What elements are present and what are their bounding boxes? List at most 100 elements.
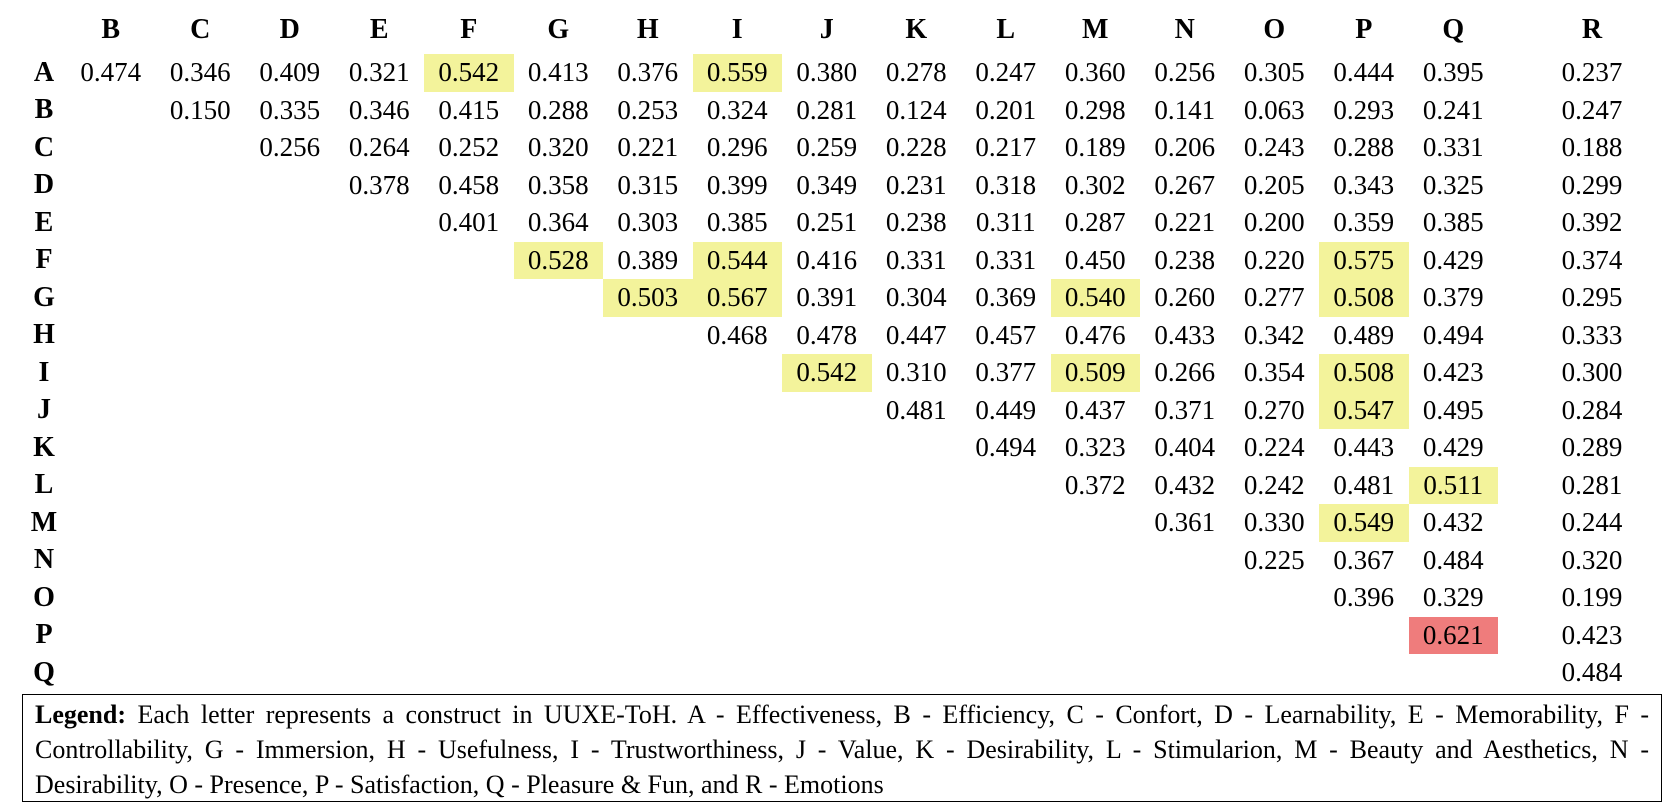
- gap-cell: [1498, 654, 1542, 692]
- matrix-cell: 0.225: [1243, 544, 1305, 575]
- matrix-cell: 0.237: [1561, 57, 1623, 88]
- matrix-cell: 0.238: [1154, 244, 1216, 275]
- row-header-j: J: [37, 394, 51, 426]
- matrix-cell: 0.324: [706, 94, 768, 125]
- row-header-h: H: [33, 319, 55, 351]
- matrix-cell: 0.305: [1243, 57, 1305, 88]
- matrix-cell: [245, 579, 335, 617]
- matrix-cell: 0.238: [885, 207, 947, 238]
- matrix-cell: 0.503: [603, 279, 693, 317]
- matrix-cell: [245, 167, 335, 205]
- matrix-cell: [156, 129, 246, 167]
- column-header-f: F: [460, 14, 478, 45]
- matrix-cell: 0.444: [1333, 57, 1395, 88]
- matrix-cell: 0.474: [80, 57, 142, 88]
- matrix-cell: 0.575: [1319, 241, 1409, 279]
- matrix-cell: 0.304: [885, 282, 947, 313]
- matrix-cell: 0.395: [1422, 57, 1484, 88]
- matrix-cell: [66, 392, 156, 430]
- matrix-body: A 0.474 0.346 0.409 0.321 0.542 0.413 0.376 0.55…: [22, 54, 1642, 692]
- matrix-cell: [961, 542, 1051, 580]
- matrix-cell: [156, 204, 246, 242]
- matrix-cell: 0.220: [1243, 244, 1305, 275]
- matrix-cell: 0.318: [975, 169, 1037, 200]
- matrix-cell: [1230, 617, 1320, 655]
- matrix-cell: 0.494: [975, 432, 1037, 463]
- matrix-cell: [335, 654, 425, 692]
- matrix-cell: [603, 504, 693, 542]
- matrix-cell: 0.544: [692, 241, 782, 279]
- legend-text: Each letter represents a construct in UU…: [35, 700, 1649, 799]
- matrix-cell: 0.409: [259, 57, 321, 88]
- table-row: H 0.468 0.478 0.447 0.457 0.476 0.433 0.342 0.48…: [22, 317, 1642, 355]
- matrix-cell: 0.333: [1561, 319, 1623, 350]
- matrix-cell: 0.331: [975, 244, 1037, 275]
- matrix-cell: [245, 504, 335, 542]
- matrix-cell: 0.476: [1064, 319, 1126, 350]
- matrix-cell: 0.310: [885, 357, 947, 388]
- row-header-i: I: [38, 356, 50, 388]
- matrix-cell: [156, 317, 246, 355]
- matrix-cell: 0.374: [1561, 244, 1623, 275]
- matrix-cell: [872, 467, 962, 505]
- matrix-cell: 0.200: [1243, 207, 1305, 238]
- table-row: A 0.474 0.346 0.409 0.321 0.542 0.413 0.376 0.55…: [22, 54, 1642, 92]
- matrix-cell: [335, 504, 425, 542]
- matrix-cell: [782, 467, 872, 505]
- matrix-cell: 0.320: [527, 132, 589, 163]
- table-row: J 0.481 0.449 0.437 0.371 0.270 0.547 0.495 0.28…: [22, 391, 1642, 430]
- matrix-cell: 0.150: [169, 94, 231, 125]
- matrix-cell: 0.252: [438, 132, 500, 163]
- matrix-cell: 0.429: [1422, 244, 1484, 275]
- table-row: C 0.256 0.264 0.252 0.320 0.221 0.296 0.259 0.22…: [22, 129, 1642, 167]
- matrix-cell: 0.389: [617, 244, 679, 275]
- matrix-cell: 0.372: [1064, 469, 1126, 500]
- matrix-cell: [693, 429, 783, 467]
- matrix-cell: 0.205: [1243, 169, 1305, 200]
- column-header-m: M: [1082, 14, 1109, 45]
- matrix-cell: 0.315: [617, 169, 679, 200]
- matrix-cell: 0.401: [438, 207, 500, 238]
- column-header-q: Q: [1442, 14, 1465, 45]
- matrix-cell: [424, 504, 514, 542]
- matrix-cell: [514, 429, 604, 467]
- matrix-cell: 0.367: [1333, 544, 1395, 575]
- matrix-cell: [961, 617, 1051, 655]
- row-header-p: P: [35, 619, 53, 651]
- matrix-cell: [782, 429, 872, 467]
- matrix-cell: [782, 392, 872, 430]
- matrix-cell: 0.206: [1154, 132, 1216, 163]
- matrix-cell: 0.124: [885, 94, 947, 125]
- table-row: Q 0.484: [22, 654, 1642, 692]
- matrix-cell: [335, 542, 425, 580]
- matrix-cell: [156, 467, 246, 505]
- matrix-cell: [66, 579, 156, 617]
- matrix-cell: 0.443: [1333, 432, 1395, 463]
- table-row: B 0.150 0.335 0.346 0.415 0.288 0.253 0.324 0.28…: [22, 92, 1642, 130]
- matrix-cell: 0.392: [1561, 207, 1623, 238]
- matrix-cell: [961, 654, 1051, 692]
- matrix-cell: 0.481: [1333, 469, 1395, 500]
- matrix-cell: [335, 279, 425, 317]
- matrix-cell: [66, 504, 156, 542]
- matrix-cell: [1409, 654, 1499, 692]
- matrix-cell: [245, 617, 335, 655]
- matrix-cell: [1140, 542, 1230, 580]
- matrix-cell: [693, 354, 783, 392]
- matrix-cell: 0.549: [1319, 504, 1409, 542]
- matrix-cell: [245, 204, 335, 242]
- matrix-cell: [514, 467, 604, 505]
- column-header-k: K: [905, 14, 928, 45]
- matrix-cell: 0.378: [348, 169, 410, 200]
- matrix-cell: [424, 467, 514, 505]
- matrix-cell: 0.376: [617, 57, 679, 88]
- matrix-cell: 0.323: [1064, 432, 1126, 463]
- matrix-cell: 0.416: [796, 244, 858, 275]
- matrix-cell: 0.224: [1243, 432, 1305, 463]
- row-header-k: K: [33, 431, 55, 463]
- matrix-cell: [603, 354, 693, 392]
- matrix-cell: 0.379: [1422, 282, 1484, 313]
- matrix-cell: 0.359: [1333, 207, 1395, 238]
- matrix-cell: 0.468: [706, 319, 768, 350]
- column-header-j: J: [819, 14, 834, 45]
